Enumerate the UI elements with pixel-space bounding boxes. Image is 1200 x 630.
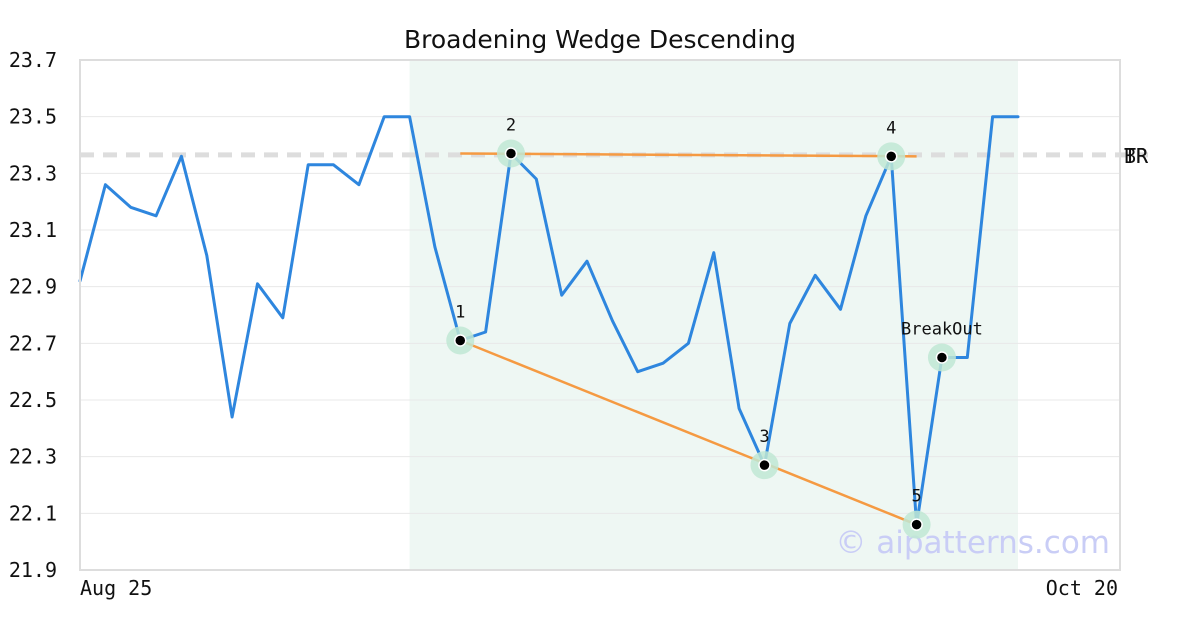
y-tick-label: 22.5	[9, 388, 57, 412]
pattern-point-marker	[884, 150, 898, 163]
y-tick-label: 23.1	[9, 218, 57, 242]
pattern-point-label: 4	[886, 118, 896, 138]
watermark-text: © aipatterns.com	[835, 525, 1110, 561]
pattern-region	[409, 60, 1018, 570]
price-series-line	[78, 115, 1020, 527]
pattern-point-label: 3	[759, 427, 769, 447]
upper-trendline	[460, 152, 917, 158]
plot-frame	[79, 59, 1121, 571]
pattern-point-marker	[935, 351, 949, 364]
pattern-point-marker	[454, 334, 467, 347]
trendline-layer	[459, 152, 918, 526]
y-tick-label: 21.9	[9, 558, 57, 582]
y-tick-label: 23.7	[9, 48, 57, 72]
y-tick-label: 22.1	[9, 501, 57, 525]
x-tick-label: Oct 20	[1046, 576, 1118, 600]
x-tick-label: Aug 25	[80, 576, 152, 600]
axis-label-layer: 21.9 22.1 22.3 22.5 22.7 22.9 23.1 23.3 23.5 23.7…	[9, 48, 1149, 600]
pattern-point-label: 5	[911, 487, 921, 507]
pattern-region-layer	[409, 60, 1018, 570]
pattern-point-label: 2	[506, 116, 516, 136]
chart-title: Broadening Wedge Descending	[404, 25, 796, 54]
pattern-point-marker	[758, 458, 771, 472]
y-tick-label: 22.7	[9, 331, 57, 355]
series-layer	[78, 115, 1020, 527]
pattern-point-label: BreakOut	[901, 320, 983, 340]
lower-trendline	[459, 339, 918, 526]
pattern-point-marker	[504, 147, 518, 160]
y-tick-label: 22.9	[9, 275, 57, 299]
y-tick-label: 23.3	[9, 161, 57, 185]
pattern-point-label: 1	[455, 303, 465, 323]
y-tick-label: 23.5	[9, 105, 57, 129]
y-tick-label: 22.3	[9, 445, 57, 469]
pattern-marker-layer: 1 2 3 4 5 BreakOut	[446, 116, 983, 539]
pattern-point-marker	[910, 518, 923, 531]
reference-line-label: TR	[1124, 144, 1149, 168]
reference-line-label: BR	[1124, 144, 1149, 168]
